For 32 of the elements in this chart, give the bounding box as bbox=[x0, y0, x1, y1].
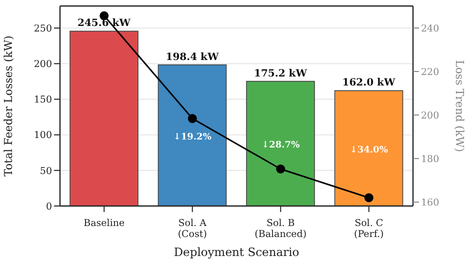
point bbox=[188, 114, 197, 124]
y-tick-label: 50 bbox=[40, 166, 52, 177]
y2-tick-label: 220 bbox=[421, 66, 440, 78]
y2-axis-title: Loss Trend (kW) bbox=[453, 60, 466, 152]
data-label: 162.0 kW bbox=[342, 78, 396, 89]
y2-tick-label: 160 bbox=[421, 197, 440, 208]
y-tick-label: 150 bbox=[34, 94, 52, 106]
y2-tick-label: 180 bbox=[421, 154, 440, 165]
point bbox=[276, 164, 286, 174]
x-tick-label: Baseline bbox=[84, 218, 125, 229]
y-tick-label: 200 bbox=[34, 59, 52, 70]
bar bbox=[334, 90, 404, 206]
y-axis-title: Total Feeder Losses (kW) bbox=[2, 36, 15, 176]
y-tick-label: 250 bbox=[34, 23, 52, 34]
x-tick-label: Sol. A (Cost) bbox=[178, 218, 207, 240]
data-label: 175.2 kW bbox=[254, 68, 308, 80]
bar bbox=[246, 80, 315, 206]
data-label: 245.6 kW bbox=[78, 18, 132, 30]
annotation: ↓28.7% bbox=[262, 140, 300, 151]
data-label: 198.4 kW bbox=[166, 52, 220, 63]
y-tick-label: 0 bbox=[46, 201, 52, 212]
y-tick-label: 100 bbox=[34, 130, 52, 142]
point bbox=[364, 193, 374, 202]
x-tick-label: Sol. C (Perf.) bbox=[354, 218, 384, 240]
bar bbox=[70, 30, 138, 206]
annotation: ↓34.0% bbox=[350, 145, 388, 156]
bar bbox=[158, 64, 227, 206]
x-tick-label: Sol. B (Balanced) bbox=[254, 218, 307, 240]
annotation: ↓19.2% bbox=[173, 132, 212, 142]
x-axis-title: Deployment Scenario bbox=[174, 245, 300, 259]
y2-tick-label: 240 bbox=[421, 23, 440, 34]
y2-tick-label: 200 bbox=[421, 110, 440, 122]
